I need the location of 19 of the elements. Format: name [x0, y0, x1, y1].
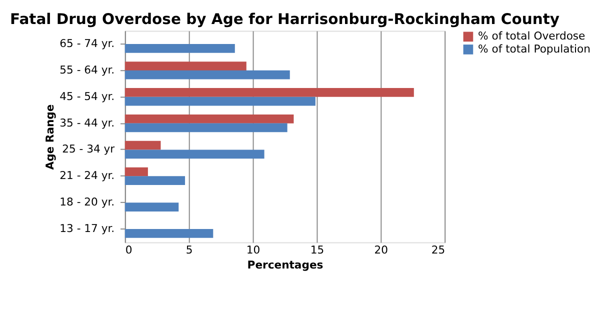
y-tick-label: 25 - 34 yr	[62, 142, 116, 156]
y-tick-label: 21 - 24 yr.	[60, 169, 115, 182]
x-axis-title: Percentages	[247, 258, 324, 272]
legend-label: % of total Population	[478, 42, 590, 56]
chart-title: Fatal Drug Overdose by Age for Harrisonburg-Rockingham County	[10, 10, 560, 28]
y-tick-label: 55 - 64 yr.	[60, 63, 115, 76]
y-tick-label: 18 - 20 yr.	[60, 196, 115, 209]
x-tick-label: 20	[374, 244, 388, 257]
x-tick-label: 0	[125, 244, 132, 257]
x-tick-label: 5	[186, 244, 193, 257]
x-tick-label: 15	[310, 244, 324, 257]
y-tick-label: 45 - 54 yr.	[60, 90, 115, 103]
y-tick-label: 13 - 17 yr.	[60, 222, 115, 236]
y-axis-title: Age Range	[44, 104, 57, 170]
legend-label: % of total Overdose	[478, 30, 586, 43]
y-tick-label: 35 - 44 yr.	[60, 116, 115, 130]
x-tick-label: 25	[431, 244, 446, 257]
x-tick-label: 10	[246, 244, 260, 257]
y-tick-label: 65 - 74 yr.	[60, 36, 115, 50]
